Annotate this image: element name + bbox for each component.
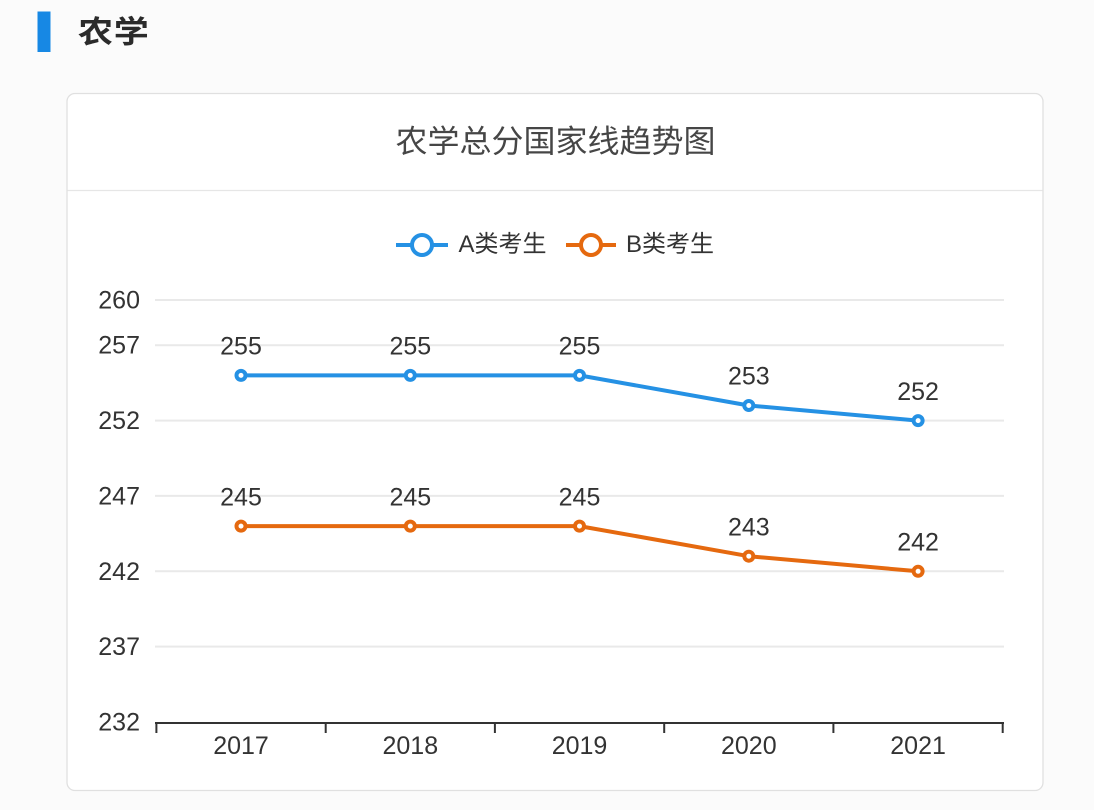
svg-text:245: 245	[389, 483, 431, 511]
svg-text:2019: 2019	[552, 732, 608, 760]
svg-text:257: 257	[98, 332, 140, 360]
svg-text:245: 245	[220, 483, 262, 511]
svg-text:255: 255	[559, 333, 601, 361]
svg-text:245: 245	[559, 483, 601, 511]
svg-text:A: A	[459, 231, 475, 258]
svg-text:260: 260	[98, 287, 140, 315]
svg-text:237: 237	[98, 633, 140, 661]
svg-text:255: 255	[389, 333, 431, 361]
svg-text:2021: 2021	[890, 732, 946, 760]
svg-text:242: 242	[897, 529, 939, 557]
svg-text:2020: 2020	[721, 732, 777, 760]
svg-text:252: 252	[98, 407, 140, 435]
svg-text:252: 252	[897, 378, 939, 406]
svg-text:2017: 2017	[213, 732, 269, 760]
svg-text:247: 247	[98, 482, 140, 510]
svg-text:255: 255	[220, 333, 262, 361]
svg-text:253: 253	[728, 363, 770, 391]
svg-text:242: 242	[98, 558, 140, 586]
svg-text:2018: 2018	[382, 732, 438, 760]
svg-text:243: 243	[728, 513, 770, 541]
svg-text:B: B	[626, 231, 642, 258]
svg-text:232: 232	[98, 709, 140, 737]
